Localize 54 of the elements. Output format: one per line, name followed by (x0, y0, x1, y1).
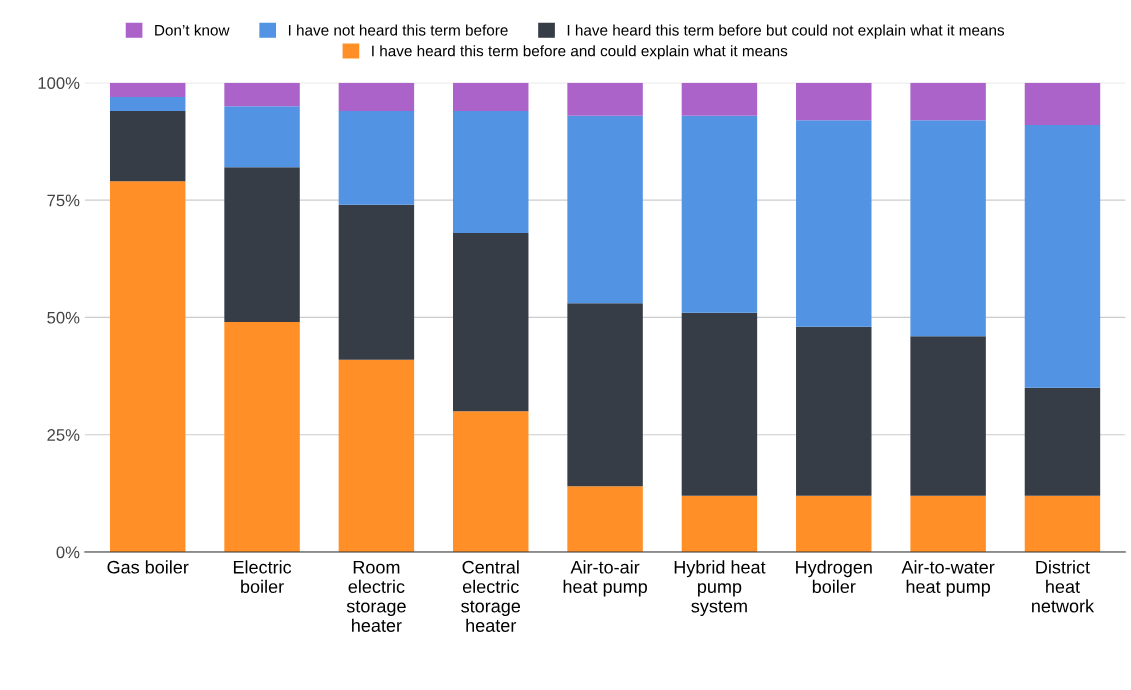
x-tick-label: Room electric storage heater (346, 561, 406, 632)
x-tick-label: Air-to-air heat pump (563, 560, 647, 597)
bar (453, 82, 529, 111)
legend-label: I have heard this term before and could explain what it means (372, 45, 788, 60)
bar (453, 232, 529, 412)
y-tick-label: 100% (38, 77, 80, 89)
bar (567, 303, 643, 487)
bar (338, 110, 415, 205)
bar (796, 120, 872, 327)
bar (224, 167, 300, 323)
bar (681, 82, 758, 116)
x-tick-label: Electric boiler (233, 560, 292, 594)
bar (567, 115, 643, 304)
y-tick-label: 50% (47, 311, 80, 324)
bar (1024, 387, 1101, 496)
bar (224, 106, 300, 168)
x-tick-label: Gas boiler (107, 560, 189, 574)
bar (910, 120, 986, 337)
bar (109, 110, 186, 182)
bar (910, 495, 986, 552)
bar (1024, 82, 1101, 126)
bar (567, 486, 643, 552)
x-tick-label: District heat network (1032, 560, 1095, 613)
bar (453, 110, 529, 233)
x-tick-label: Hybrid heat pump system (674, 560, 766, 617)
bar (910, 82, 986, 121)
legend-label: I have not heard this term before (288, 24, 508, 36)
y-tick-label: 75% (47, 194, 80, 207)
bar (224, 82, 300, 107)
bar (1024, 125, 1101, 388)
bar (109, 181, 186, 552)
y-tick-label: 0% (56, 546, 80, 559)
bar (681, 312, 758, 496)
bar (796, 495, 872, 552)
bar (1024, 495, 1101, 552)
bar (567, 82, 643, 116)
bar (681, 495, 758, 552)
bar (338, 359, 415, 552)
bar (796, 82, 872, 121)
x-tick-label: Air-to-water heat pump (901, 560, 995, 597)
legend-label: Don’t know (155, 24, 230, 36)
bar (910, 336, 986, 496)
bar (109, 82, 186, 97)
bar (338, 82, 415, 111)
bar (681, 115, 758, 313)
x-tick-label: Central electric storage heater (461, 560, 521, 632)
bar (453, 411, 529, 552)
bar (338, 204, 415, 360)
legend-label: I have heard this term before but could not explain what it means (567, 24, 1005, 39)
y-tick-label: 25% (47, 429, 80, 441)
x-tick-label: Hydrogen boiler (796, 560, 872, 594)
bar (224, 322, 300, 552)
bar (109, 96, 186, 111)
bar (796, 326, 872, 496)
